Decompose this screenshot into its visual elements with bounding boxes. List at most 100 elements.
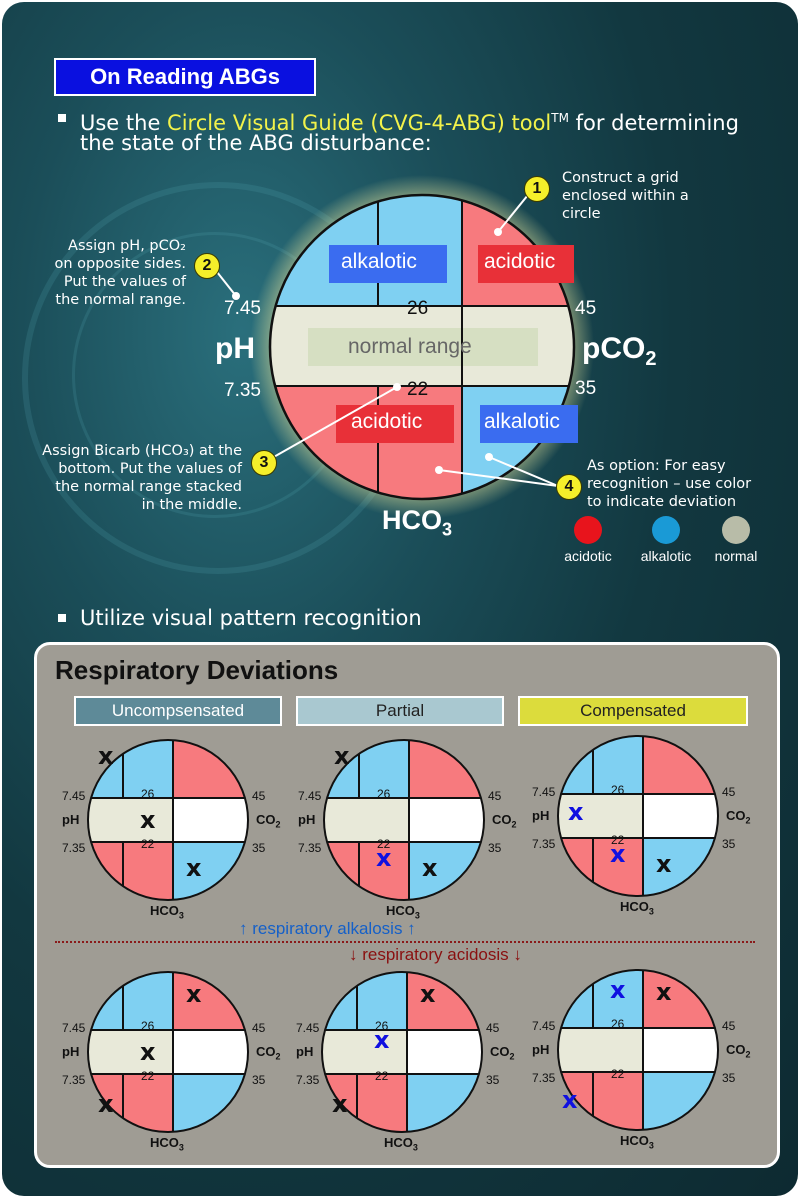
bullet-2: Utilize visual pattern recognition — [80, 606, 422, 630]
mini-co2-low: 35 — [722, 1071, 736, 1085]
mini-cvg-2 — [323, 739, 485, 901]
legend-acidotic-label: acidotic — [564, 548, 612, 564]
pco2-low: 35 — [575, 378, 597, 399]
panel-heading: Respiratory Deviations — [55, 655, 339, 685]
pco2-high: 45 — [575, 298, 597, 319]
mini-co2-high: 45 — [486, 1021, 500, 1035]
deviation-mark: x — [422, 854, 438, 882]
bullet-1-line-1: Use the Circle Visual Guide (CVG-4-ABG) … — [80, 111, 739, 135]
deviation-mark: x — [186, 980, 202, 1008]
mini-cvg-3 — [557, 735, 719, 897]
big-tl-label: alkalotic — [341, 250, 417, 273]
step-4-note: As option: For easy recognition – use col… — [587, 458, 752, 510]
mini-ph-high: 7.45 — [532, 785, 556, 799]
deviation-mark: x — [374, 1026, 390, 1054]
mini-co2-low: 35 — [252, 1073, 266, 1087]
acidotic-label-bg — [478, 245, 574, 283]
deviation-mark: x — [610, 976, 626, 1004]
mini-hco3-low: 22 — [611, 833, 625, 847]
hco3-label: HCO3 — [382, 505, 453, 540]
mini-co2-low: 35 — [488, 841, 502, 855]
trademark: TM — [551, 111, 569, 125]
cvg-diagram — [216, 175, 594, 519]
ph-low: 7.35 — [224, 380, 261, 401]
hco3-high: 26 — [407, 298, 429, 319]
deviation-mark: x — [334, 742, 350, 770]
mini-hco3-low: 22 — [377, 837, 391, 851]
deviation-mark: x — [610, 840, 626, 868]
deviation-mark: x — [140, 806, 156, 834]
mini-hco3-low: 22 — [375, 1069, 389, 1083]
tool-name: Circle Visual Guide (CVG-4-ABG) tool — [167, 111, 552, 135]
mini-ph-low: 7.35 — [62, 841, 86, 855]
mini-co2-high: 45 — [252, 789, 266, 803]
step-3-badge: 3 — [251, 450, 277, 476]
mini-co2-label: CO2 — [256, 1044, 281, 1062]
ph-high: 7.45 — [224, 298, 261, 319]
page-title: On Reading ABGs — [54, 58, 316, 96]
alkalosis-label: ↑ respiratory alkalosis ↑ — [239, 919, 416, 938]
deviation-mark: x — [420, 980, 436, 1008]
mini-hco3-high: 26 — [141, 787, 155, 801]
deviation-mark: x — [562, 1086, 578, 1114]
mini-hco3-label: HCO3 — [620, 1133, 654, 1151]
mini-cvg-5 — [321, 971, 483, 1133]
deviation-mark: x — [376, 844, 392, 872]
mini-hco3-label: HCO3 — [384, 1135, 418, 1153]
legend-alkalotic-swatch — [652, 516, 680, 544]
ph-label: pH — [215, 332, 255, 365]
mini-hco3-low: 22 — [141, 837, 155, 851]
step-4-badge: 4 — [556, 474, 582, 500]
tab-partial: Partial — [296, 696, 504, 726]
mini-ph-high: 7.45 — [62, 1021, 86, 1035]
mini-hco3-high: 26 — [611, 783, 625, 797]
alkalotic-label-bg — [329, 245, 447, 283]
mini-co2-low: 35 — [252, 841, 266, 855]
mini-hco3-label: HCO3 — [386, 903, 420, 921]
acidosis-label: ↓ respiratory acidosis ↓ — [349, 945, 522, 964]
mini-co2-high: 45 — [488, 789, 502, 803]
big-br-label: alkalotic — [484, 410, 560, 433]
mini-hco3-high: 26 — [611, 1017, 625, 1031]
deviation-mark: x — [98, 1090, 114, 1118]
mini-co2-low: 35 — [722, 837, 736, 851]
alkalotic-label-bg-bottom — [480, 405, 578, 443]
deviation-mark: x — [140, 1038, 156, 1066]
deviation-mark: x — [568, 798, 584, 826]
mini-ph-label: pH — [62, 1044, 80, 1059]
mini-hco3-label: HCO3 — [150, 1135, 184, 1153]
mini-cvg-6 — [557, 969, 719, 1131]
deviation-mark: x — [656, 978, 672, 1006]
mini-ph-label: pH — [62, 812, 80, 827]
legend-alkalotic-label: alkalotic — [640, 548, 692, 564]
mini-ph-high: 7.45 — [298, 789, 322, 803]
mini-ph-low: 7.35 — [532, 1071, 556, 1085]
bullet-marker — [58, 114, 66, 122]
mini-co2-high: 45 — [722, 785, 736, 799]
mini-ph-high: 7.45 — [62, 789, 86, 803]
mini-co2-label: CO2 — [490, 1044, 515, 1062]
mini-ph-low: 7.35 — [298, 841, 322, 855]
mini-ph-low: 7.35 — [296, 1073, 320, 1087]
step-2-note: Assign pH, pCO₂ on opposite sides. Put the… — [54, 238, 187, 308]
step-3-note: Assign Bicarb (HCO₃) at the bottom. Put t… — [42, 443, 242, 513]
normal-range-box — [308, 328, 538, 366]
tab-uncompensated: Uncompsensated — [74, 696, 282, 726]
mini-hco3-high: 26 — [377, 787, 391, 801]
mini-co2-label: CO2 — [256, 812, 281, 830]
deviation-mark: x — [656, 850, 672, 878]
mini-co2-low: 35 — [486, 1073, 500, 1087]
bullet-marker — [58, 614, 66, 622]
deviation-mark: x — [98, 742, 114, 770]
mini-co2-high: 45 — [722, 1019, 736, 1033]
big-tr-label: acidotic — [484, 250, 556, 273]
big-bl-label: acidotic — [351, 410, 423, 433]
mini-co2-label: CO2 — [492, 812, 517, 830]
mini-co2-label: CO2 — [726, 808, 751, 826]
mini-ph-high: 7.45 — [296, 1021, 320, 1035]
mini-hco3-high: 26 — [375, 1019, 389, 1033]
legend-normal-label: normal — [714, 548, 758, 564]
mini-hco3-label: HCO3 — [150, 903, 184, 921]
mini-ph-label: pH — [532, 1042, 550, 1057]
